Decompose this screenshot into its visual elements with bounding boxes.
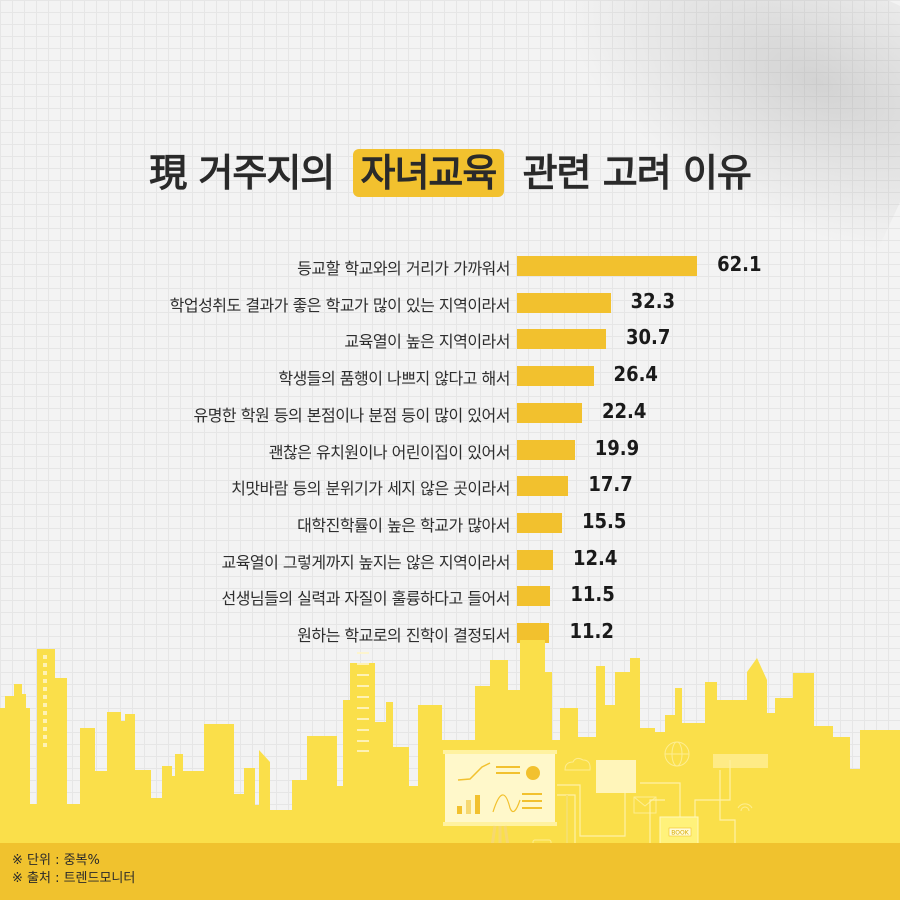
chart-row: 등교할 학교와의 거리가 가까워서 62.1 <box>0 250 900 286</box>
bar <box>517 623 550 643</box>
value-label: 22.4 <box>601 398 647 423</box>
chart-row: 교육열이 높은 지역이라서 30.7 <box>0 323 900 359</box>
value-label: 62.1 <box>717 252 762 276</box>
category-label: 대학진학률이 높은 학교가 많아서 <box>297 515 510 535</box>
chart-row: 괜찮은 유치원이나 어린이집이 있어서 19.9 <box>0 434 900 470</box>
title-highlight: 자녀교육 <box>352 149 505 197</box>
title-suffix: 관련 고려 이유 <box>522 151 752 195</box>
chart-row: 치맛바람 등의 분위기가 세지 않은 곳이라서 17.7 <box>0 470 900 506</box>
footnotes: ※ 단위 : 중복% ※ 출처 : 트렌드모니터 <box>12 852 135 888</box>
bar <box>517 586 551 607</box>
presentation-board-icon <box>443 750 557 881</box>
value-label: 19.9 <box>594 435 640 460</box>
bar <box>517 476 569 497</box>
category-label: 치맛바람 등의 분위기가 세지 않은 곳이라서 <box>231 479 510 499</box>
value-label: 11.2 <box>569 619 614 643</box>
corner-shadow <box>484 0 900 277</box>
bar <box>517 439 575 460</box>
bar <box>517 256 698 276</box>
value-label: 30.7 <box>626 325 671 350</box>
category-label: 선생님들의 실력과 자질이 훌륭하다고 들어서 <box>221 589 510 609</box>
value-label: 12.4 <box>572 545 618 570</box>
title-prefix: 現 거주지의 <box>149 151 335 195</box>
category-label: 괜찮은 유치원이나 어린이집이 있어서 <box>268 442 511 462</box>
value-label: 15.5 <box>581 508 627 533</box>
svg-text:BOOK: BOOK <box>671 830 689 837</box>
category-label: 유명한 학원 등의 본점이나 분점 등이 많이 있어서 <box>193 405 510 425</box>
category-label: 학생들의 품행이 나쁘지 않다고 해서 <box>278 369 510 389</box>
chart-row: 원하는 학교로의 진학이 결정되서 11.2 <box>0 617 900 653</box>
bar <box>517 549 553 570</box>
bar <box>517 292 611 313</box>
bar <box>517 402 582 423</box>
value-label: 32.3 <box>630 288 676 313</box>
chart-row: 교육열이 그렇게까지 높지는 않은 지역이라서 12.4 <box>0 544 900 580</box>
chart-row: 학업성취도 결과가 좋은 학교가 많이 있는 지역이라서 32.3 <box>0 287 900 323</box>
source-note: ※ 출처 : 트렌드모니터 <box>12 871 136 886</box>
value-label: 26.4 <box>613 362 658 387</box>
chart-row: 선생님들의 실력과 자질이 훌륭하다고 들어서 11.5 <box>0 580 900 616</box>
category-label: 원하는 학교로의 진학이 결정되서 <box>297 626 510 645</box>
bar <box>517 512 562 533</box>
unit-note: ※ 단위 : 중복% <box>12 853 100 868</box>
category-label: 등교할 학교와의 거리가 가까워서 <box>297 259 510 278</box>
chart-row: 대학진학률이 높은 학교가 많아서 15.5 <box>0 507 900 543</box>
note-icon <box>596 760 636 793</box>
bar <box>517 366 594 387</box>
page-title: 現 거주지의 자녀교육 관련 고려 이유 <box>0 142 900 197</box>
category-label: 교육열이 그렇게까지 높지는 않은 지역이라서 <box>221 552 510 572</box>
value-label: 11.5 <box>570 582 615 607</box>
chart-row: 학생들의 품행이 나쁘지 않다고 해서 26.4 <box>0 360 900 396</box>
category-label: 학업성취도 결과가 좋은 학교가 많이 있는 지역이라서 <box>169 295 511 315</box>
category-label: 교육열이 높은 지역이라서 <box>344 332 510 352</box>
value-label: 17.7 <box>588 472 633 497</box>
chart-row: 유명한 학원 등의 본점이나 분점 등이 많이 있어서 22.4 <box>0 397 900 433</box>
bar <box>517 329 607 350</box>
footer-band <box>0 843 900 900</box>
